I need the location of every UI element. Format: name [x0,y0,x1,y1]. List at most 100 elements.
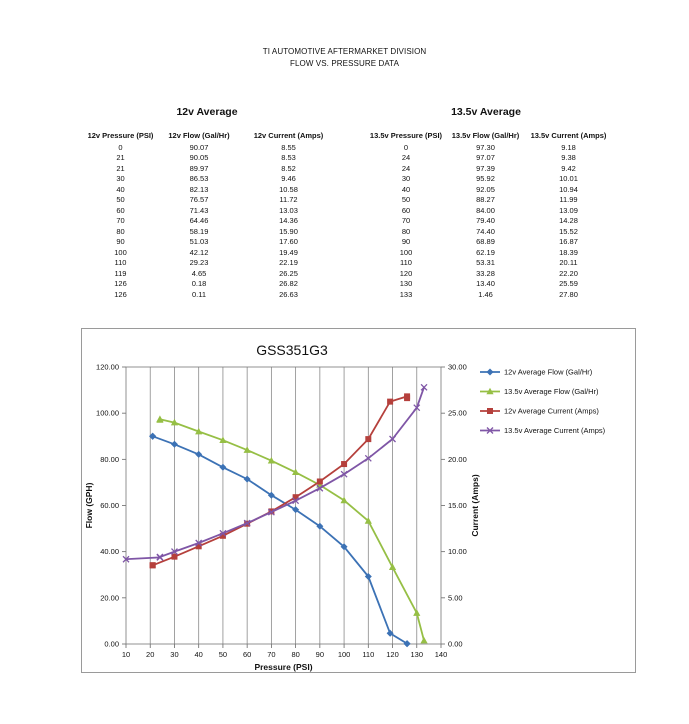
table-cell: 97.07 [476,153,495,163]
table-row: 24 97.39 9.42 [368,163,610,174]
data-point [267,491,275,499]
table-cell: 50 [116,195,125,205]
legend-marker [486,387,494,395]
y-tick-label: 80.00 [100,455,119,464]
table-cell: 90.05 [189,153,209,163]
y2-tick-label: 5.00 [448,593,463,602]
table-cell: 19.49 [279,247,298,257]
table-cell: 82.13 [189,184,209,194]
table-cell: 110 [400,258,412,268]
x-axis-label: Pressure (PSI) [254,662,312,672]
data-point [243,475,251,483]
data-point [292,468,300,476]
table-cell: 11.99 [559,195,578,205]
table-cell: 97.30 [476,142,495,152]
table-cell: 74.40 [476,226,495,236]
data-point [292,494,299,501]
table-cell: 119 [114,268,127,278]
y2-axis-label: Current (Amps) [470,474,480,537]
data-point [171,553,178,560]
x-tick-label: 60 [243,650,251,659]
x-tick-label: 30 [170,650,178,659]
y-axis-label: Flow (GPH) [84,482,94,528]
legend-item: 12v Average Flow (Gal/Hr) [480,368,593,377]
data-point [156,553,164,561]
marker-stroke [267,508,275,516]
data-table-13-5v: 13.5v Pressure (PSI) 13.5v Flow (Gal/Hr)… [368,129,610,300]
table-cell: 70 [116,216,125,226]
table-cell: 60 [401,205,411,215]
table-cell: 9.42 [561,163,576,173]
table-cell: 51.03 [189,237,209,247]
table-row: 50 76.57 11.72 [87,195,333,206]
data-point [170,440,178,448]
legend-item: 12v Average Current (Amps) [480,407,599,416]
x-tick-label: 140 [435,650,448,659]
x-tick-label: 100 [338,650,351,659]
series-line [159,418,425,641]
y-tick-label: 0.00 [104,640,119,649]
table-cell: 90.07 [189,142,209,152]
table-cell: 40 [401,184,411,194]
table-cell: 26.63 [279,289,298,299]
data-point [156,415,164,422]
y2-tick-label: 15.00 [448,501,467,510]
y2-tick-label: 20.00 [448,455,467,464]
marker-stroke [156,553,164,561]
table-cell: 26.82 [279,279,298,289]
table-cell: 0 [403,142,409,152]
marker-stroke [389,435,396,443]
data-point [364,573,372,581]
col-header-flow: 12v Flow (Gal/Hr) [168,131,230,140]
marker-stroke [340,470,348,478]
flow-pressure-chart: GSS351G3 10 20 30 40 50 60 70 80 90 100 110 120 130 1… [84,342,606,672]
data-point [316,484,324,492]
table-cell: 76.57 [189,195,209,205]
data-point [404,395,411,402]
table-row: 90 68.89 16.87 [368,237,610,248]
table-row: 110 53.31 20.11 [368,258,610,269]
legend-item: 13.5v Average Current (Amps) [480,426,606,435]
legend-label: 13.5v Average Current (Amps) [504,426,606,435]
table-cell: 90 [116,237,125,247]
table-row: 133 1.46 27.80 [368,289,610,300]
marker-stroke [243,519,251,527]
table-cell: 89.97 [189,163,209,173]
x-tick-label: 90 [316,650,324,659]
table-cell: 0.11 [191,289,207,299]
table-cell: 84.00 [476,205,495,215]
table-cell: 24 [401,153,411,163]
data-point [403,640,411,648]
x-tick-label: 130 [411,650,424,659]
series-2 [149,393,411,569]
data-point [195,539,203,547]
data-point [219,532,226,539]
table-cell: 130 [399,279,413,289]
data-point [292,497,300,505]
data-point [292,506,300,514]
table-row: 70 64.46 14.36 [87,216,333,227]
table-cell: 15.90 [279,226,298,236]
legend-label: 12v Average Flow (Gal/Hr) [504,368,593,377]
table-cell: 21 [116,153,125,163]
table-cell: 10.94 [559,184,578,194]
data-point [195,450,203,458]
data-point [219,463,227,471]
data-point [316,478,323,485]
data-point [316,522,324,530]
table-cell: 80 [116,226,125,236]
table-row: 50 88.27 11.99 [368,195,610,206]
table-cell: 68.89 [476,237,495,247]
x-tick-label: 80 [291,650,299,659]
marker-stroke [316,484,324,492]
table-cell: 97.39 [476,163,495,173]
data-point [420,636,428,644]
table-cell: 50 [401,195,411,205]
x-tick-label: 120 [386,650,399,659]
data-point [413,609,421,616]
x-tick-label: 70 [267,650,275,659]
series-3 [122,383,428,563]
legend-marker [487,408,493,414]
table-title-13-5v: 13.5v Average [451,106,521,118]
data-point [340,470,348,478]
